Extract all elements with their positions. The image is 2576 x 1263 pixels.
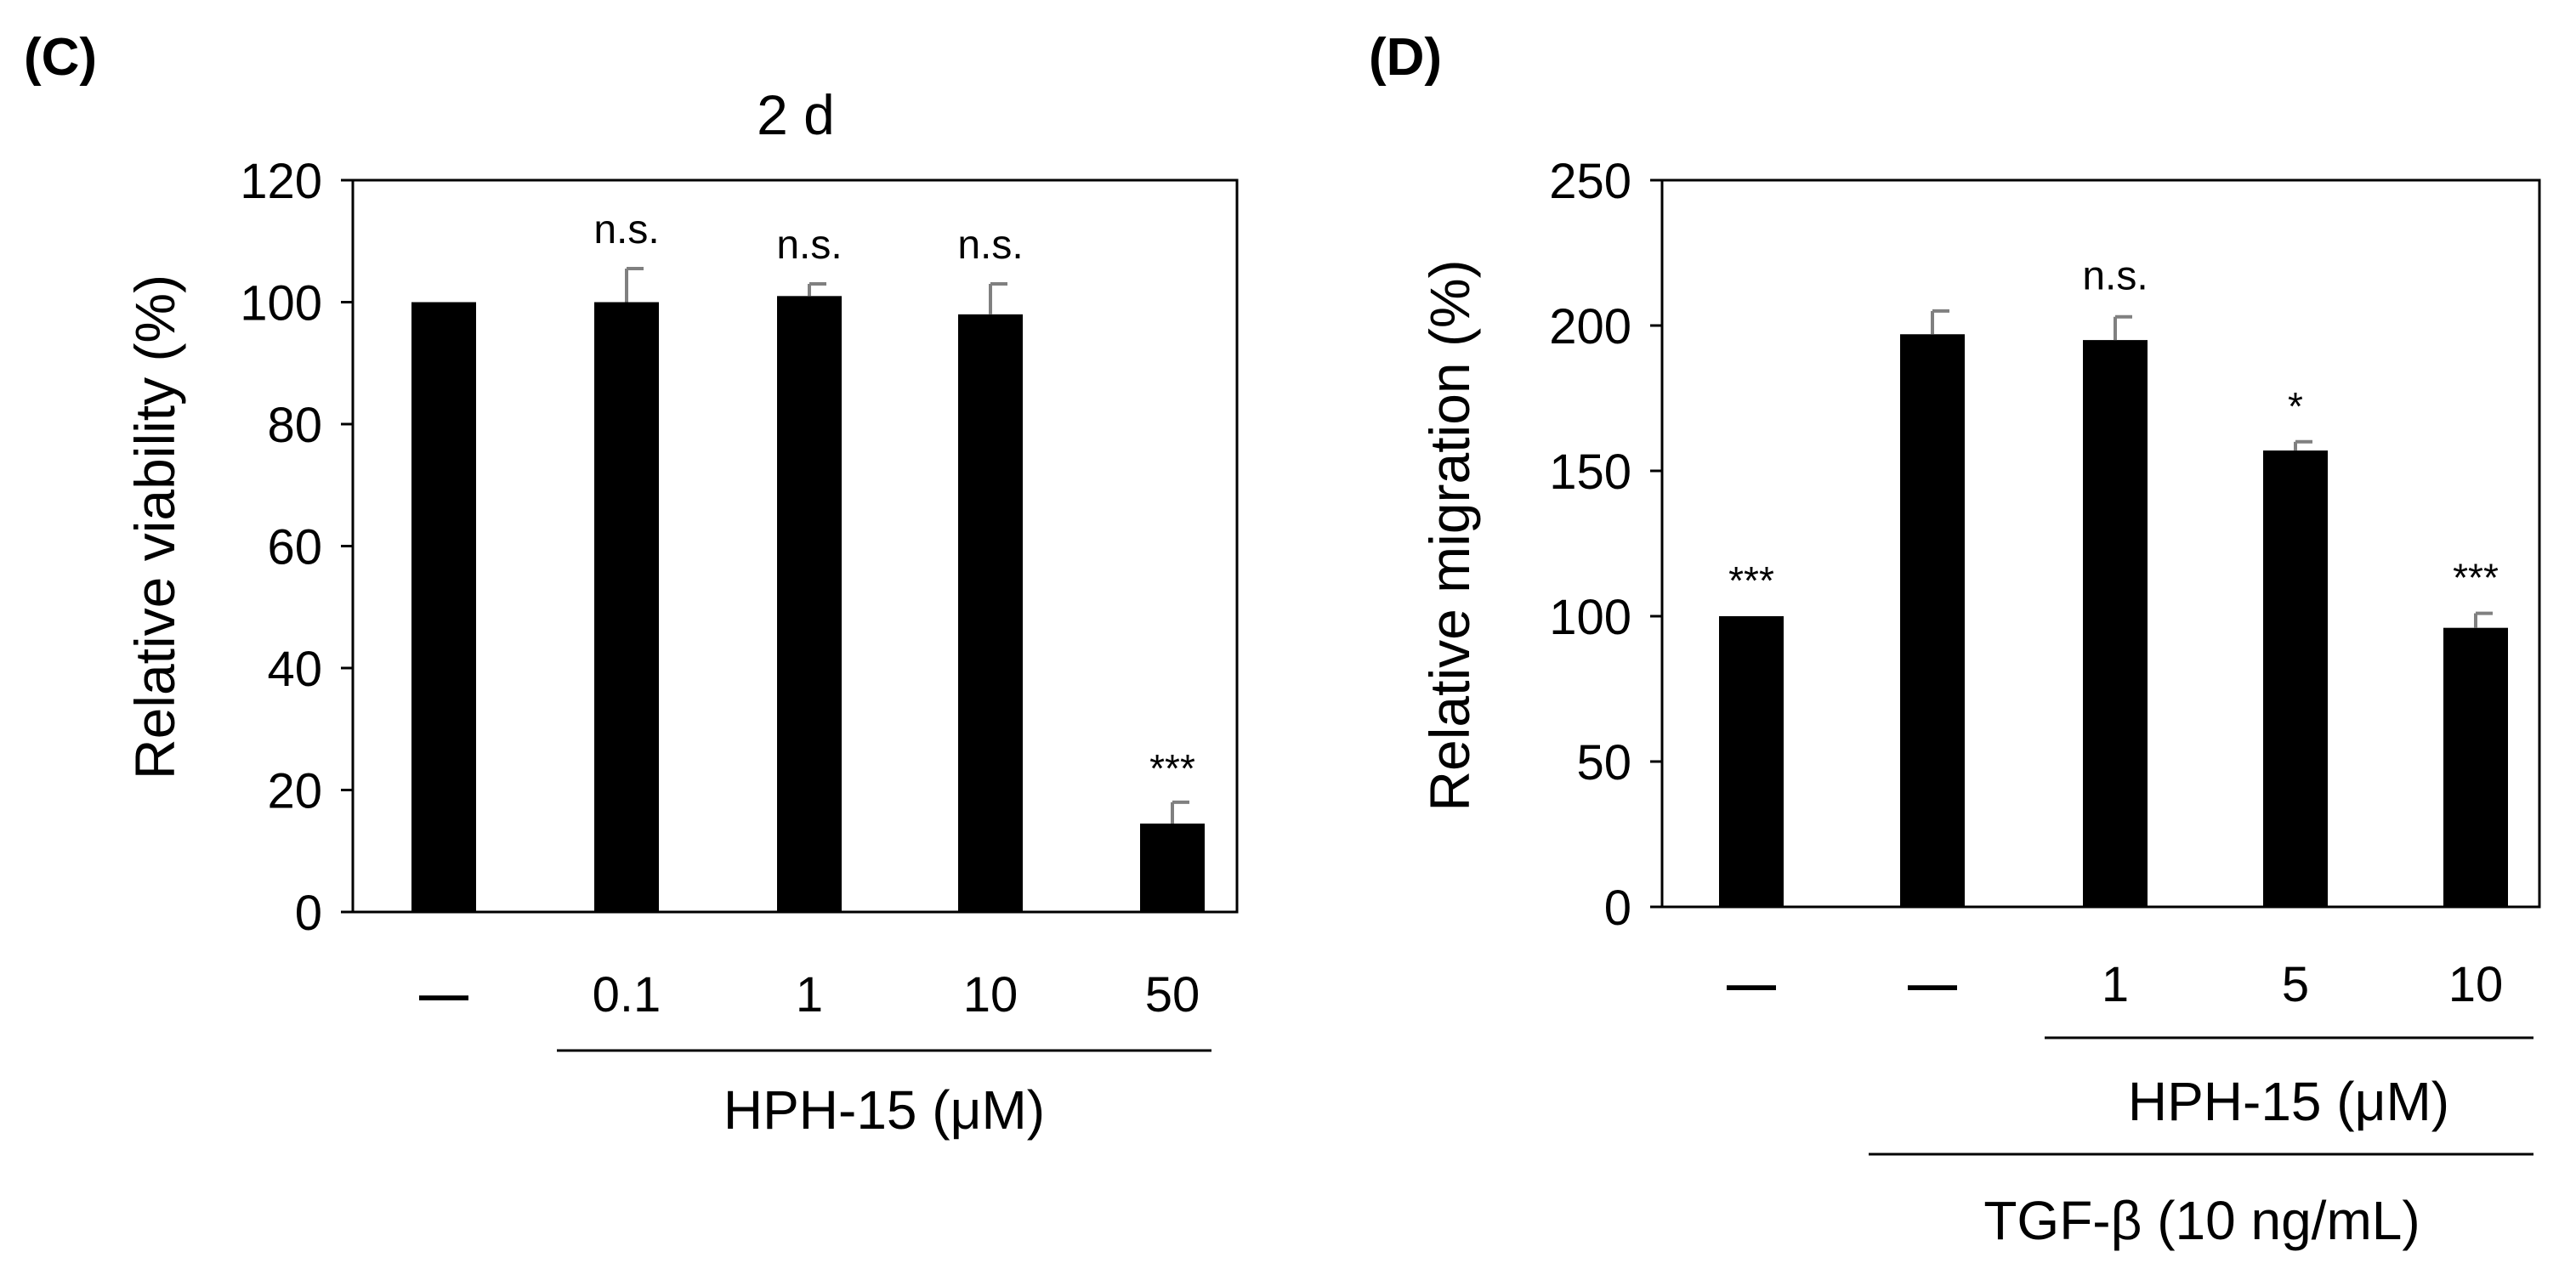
- panel-c-y-tick-label: 100: [240, 276, 322, 331]
- panel-d-category-label: 5: [2282, 957, 2309, 1012]
- panel-c-group-label: HPH-15 (μM): [723, 1079, 1045, 1141]
- panel-c-bar: [594, 302, 659, 912]
- panel-c-y-tick-label: 40: [267, 642, 322, 697]
- panel-c-significance-label: n.s.: [593, 207, 659, 252]
- panel-c-y-tick-label: 120: [240, 154, 322, 209]
- panel-c-y-tick-label: 80: [267, 398, 322, 453]
- panel-d-significance-label: n.s.: [2082, 254, 2148, 299]
- panel-d-category-label: —: [1908, 957, 1957, 1012]
- panel-d-y-axis-label: Relative migration (%): [1418, 259, 1481, 811]
- panel-d-category-label: 10: [2448, 957, 2504, 1012]
- panel-d-significance-label: ***: [2453, 556, 2499, 600]
- panel-d-group-label: HPH-15 (μM): [2128, 1071, 2449, 1132]
- panel-c-bar: [411, 302, 476, 912]
- panel-d-y-tick-label: 150: [1549, 445, 1631, 500]
- panel-d-bar: [2443, 627, 2508, 907]
- panel-d-y-tick-label: 100: [1549, 590, 1631, 645]
- panel-d-plot: 0 50 100 150 200 250 *** — — n.s. 1 * 5 *** 10 HPH-15 (…: [1549, 154, 2541, 1251]
- panel-d-y-tick-label: 50: [1576, 735, 1631, 790]
- panel-d-y-tick-label: 200: [1549, 299, 1631, 354]
- panel-d-bar: [2263, 450, 2328, 907]
- panel-c-y-tick-label: 0: [295, 886, 322, 941]
- panel-c-category-label: 10: [963, 967, 1018, 1022]
- panel-d: (D) Relative migration (%) 0 50 100 150 200 2…: [1369, 28, 2541, 1251]
- panel-c-category-label: 50: [1145, 967, 1200, 1022]
- panel-d-significance-label: *: [2288, 384, 2303, 428]
- panel-c-y-tick-label: 60: [267, 520, 322, 575]
- panel-d-significance-label: ***: [1728, 558, 1774, 603]
- panel-c-significance-label: ***: [1149, 746, 1195, 790]
- panel-d-category-label: —: [1727, 957, 1776, 1012]
- panel-d-y-tick-label: 250: [1549, 154, 1631, 209]
- panel-c-bar: [958, 314, 1023, 913]
- panel-c-plot: 0 20 40 60 80 100 120 — n.s. 0.1 n.s. 1 n.s. 10 *** 50 H…: [240, 154, 1239, 1141]
- panel-c-y-tick-label: 20: [267, 764, 322, 819]
- panel-c-category-label: 1: [796, 967, 823, 1022]
- panel-c-category-label: —: [419, 967, 468, 1022]
- panel-c-bar: [1140, 823, 1205, 912]
- panel-c: (C) 2 d Relative viability (%) 0 20 40 60 80…: [24, 28, 1239, 1141]
- panel-c-category-label: 0.1: [593, 967, 661, 1022]
- panel-c-label: (C): [24, 28, 97, 87]
- panel-d-bar: [1719, 616, 1784, 907]
- panel-c-significance-label: n.s.: [957, 223, 1023, 268]
- panel-d-bar: [2083, 340, 2148, 908]
- panel-d-label: (D): [1369, 28, 1442, 87]
- panel-c-significance-label: n.s.: [776, 223, 842, 268]
- panel-d-bar: [1900, 334, 1965, 907]
- panel-c-bar: [777, 296, 842, 912]
- panel-d-category-label: 1: [2102, 957, 2129, 1012]
- panel-c-y-axis-label: Relative viability (%): [123, 275, 186, 779]
- panel-d-y-tick-label: 0: [1604, 881, 1631, 936]
- panel-c-title: 2 d: [757, 83, 835, 146]
- panel-d-group-label: TGF-β (10 ng/mL): [1983, 1190, 2420, 1251]
